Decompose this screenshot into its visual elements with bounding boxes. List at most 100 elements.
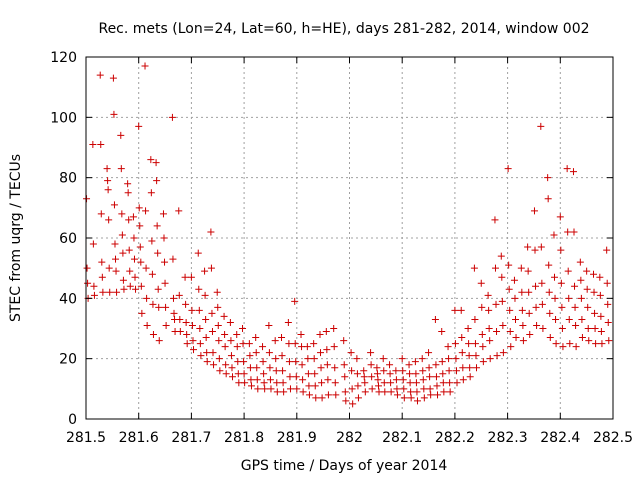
data-point	[340, 361, 348, 369]
data-point	[203, 358, 211, 366]
data-point	[533, 321, 541, 329]
data-point	[286, 373, 294, 381]
y-axis-label: STEC from uqrg / TECUs	[8, 154, 24, 322]
data-point	[265, 349, 273, 357]
data-point	[486, 337, 494, 345]
x-tick-label: 282.5	[593, 430, 633, 446]
data-point	[112, 255, 120, 263]
data-point	[433, 382, 441, 390]
data-point	[110, 201, 118, 209]
data-point	[374, 376, 382, 384]
data-point	[525, 288, 533, 296]
data-point	[504, 165, 512, 173]
data-point	[466, 373, 474, 381]
data-point	[303, 343, 311, 351]
data-point	[202, 315, 210, 323]
data-point	[413, 388, 421, 396]
data-point	[253, 364, 261, 372]
data-point	[286, 385, 294, 393]
data-point	[285, 358, 293, 366]
data-point	[324, 391, 332, 399]
data-point	[297, 331, 305, 339]
data-point	[539, 325, 547, 332]
data-point	[292, 373, 300, 381]
data-point	[565, 315, 573, 323]
data-point	[176, 328, 184, 336]
data-point	[210, 361, 218, 369]
data-point	[299, 376, 307, 384]
data-point	[119, 249, 127, 257]
data-point	[477, 279, 485, 287]
data-point	[598, 340, 606, 348]
data-point	[524, 267, 532, 275]
data-point	[161, 258, 169, 266]
data-point	[538, 300, 546, 308]
data-point	[130, 255, 138, 263]
data-point	[196, 340, 204, 348]
data-point	[386, 361, 394, 369]
data-point	[260, 379, 268, 387]
data-point	[142, 207, 150, 215]
data-point	[597, 328, 605, 336]
data-point	[298, 361, 306, 369]
data-point	[188, 321, 196, 329]
data-point	[241, 379, 249, 387]
data-point	[299, 388, 307, 396]
data-point	[311, 382, 319, 390]
data-point	[136, 243, 144, 251]
data-point	[160, 234, 168, 242]
data-point	[332, 391, 340, 399]
data-point	[209, 349, 217, 357]
data-point	[89, 140, 97, 148]
data-point	[201, 267, 209, 275]
data-point	[233, 331, 241, 339]
data-point	[471, 315, 479, 323]
data-point	[117, 131, 125, 139]
data-point	[374, 382, 382, 390]
data-point	[323, 361, 331, 369]
data-point	[473, 364, 481, 372]
y-tick-label: 0	[68, 412, 77, 428]
data-point	[215, 355, 223, 363]
data-point	[131, 273, 139, 281]
data-point	[530, 207, 538, 215]
x-tick-label: 281.5	[66, 430, 106, 446]
data-point	[227, 352, 235, 360]
data-point	[360, 367, 368, 375]
data-point	[109, 74, 117, 82]
data-point	[497, 252, 505, 260]
data-point	[445, 355, 453, 363]
data-point	[578, 315, 586, 323]
data-point	[318, 379, 326, 387]
data-point	[252, 334, 260, 342]
x-tick-label: 281.7	[171, 430, 211, 446]
data-point	[426, 373, 434, 381]
data-point	[512, 315, 520, 323]
data-point	[584, 303, 592, 311]
data-point	[506, 306, 514, 314]
data-point	[195, 306, 203, 314]
data-point	[155, 337, 163, 345]
data-point	[451, 340, 459, 348]
data-point	[596, 273, 604, 281]
data-point	[412, 379, 420, 387]
y-tick-label: 100	[50, 110, 77, 126]
x-tick-label: 282.2	[435, 430, 475, 446]
data-point	[240, 370, 248, 378]
data-point	[148, 270, 156, 278]
data-point	[125, 246, 133, 254]
data-point	[348, 385, 356, 393]
data-point	[169, 255, 177, 263]
data-point	[259, 343, 267, 351]
data-point	[169, 294, 177, 302]
data-point	[265, 321, 273, 329]
data-point	[182, 300, 190, 308]
data-point	[310, 355, 318, 363]
data-point	[590, 288, 598, 296]
data-point	[226, 318, 234, 326]
data-point	[159, 210, 167, 218]
data-point	[182, 318, 190, 326]
data-point	[479, 358, 487, 366]
data-point	[129, 213, 137, 221]
data-point	[90, 291, 98, 299]
